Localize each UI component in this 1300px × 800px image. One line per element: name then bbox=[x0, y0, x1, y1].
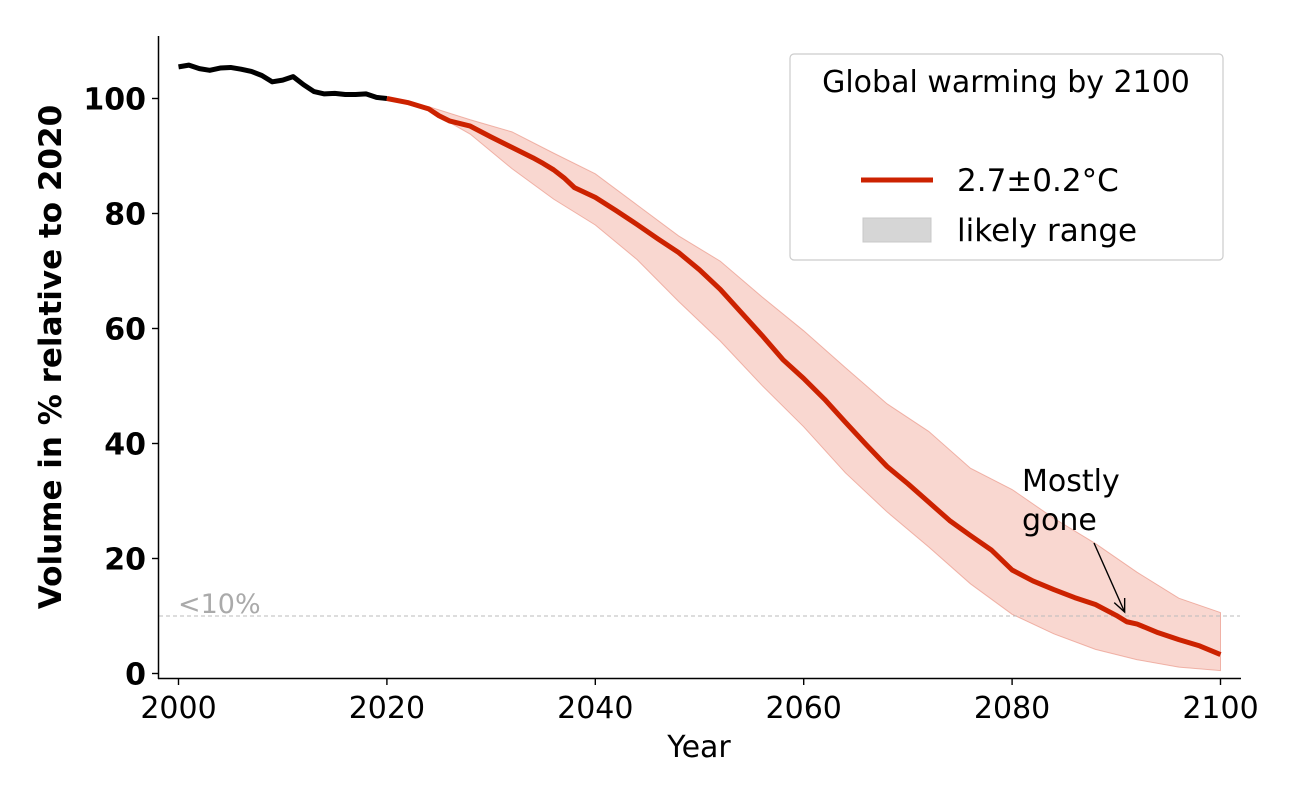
legend-patch-swatch bbox=[862, 217, 932, 243]
x-tick-label: 2060 bbox=[766, 691, 842, 726]
legend-frame bbox=[789, 53, 1224, 261]
legend-line-label: 2.7±0.2°C bbox=[957, 163, 1119, 199]
annotation-arrow bbox=[1093, 542, 1126, 613]
y-tick-label: 20 bbox=[104, 543, 146, 578]
plot-area bbox=[159, 62, 1240, 672]
annotation-text-line1: Mostly bbox=[1022, 464, 1120, 499]
legend: Global warming by 2100 2.7±0.2°C likely … bbox=[789, 53, 1224, 261]
y-tick-label: 0 bbox=[125, 658, 146, 693]
x-tick-label: 2080 bbox=[974, 691, 1050, 726]
y-axis-title: Volume in % relative to 2020 bbox=[33, 105, 69, 609]
annotation-text-line2: gone bbox=[1022, 503, 1097, 538]
x-tick-label: 2000 bbox=[140, 691, 216, 726]
likely-range-band bbox=[386, 98, 1221, 672]
y-tick-label: 40 bbox=[104, 428, 146, 463]
y-tick-label: 100 bbox=[83, 83, 146, 118]
annotation-arrowhead bbox=[1113, 597, 1126, 614]
legend-patch-label: likely range bbox=[957, 213, 1137, 249]
y-tick-label: 60 bbox=[104, 313, 146, 348]
x-tick-label: 2020 bbox=[349, 691, 425, 726]
projection-series-line bbox=[386, 96, 1222, 657]
historical-series-line bbox=[178, 62, 388, 101]
legend-title: Global warming by 2100 bbox=[822, 65, 1190, 100]
threshold-label: <10% bbox=[178, 589, 261, 620]
x-tick-label: 2040 bbox=[557, 691, 633, 726]
y-tick-label: 80 bbox=[104, 198, 146, 233]
x-axis-title: Year bbox=[666, 730, 731, 765]
x-tick-label: 2100 bbox=[1182, 691, 1258, 726]
annotation: Mostly gone bbox=[1022, 464, 1126, 614]
